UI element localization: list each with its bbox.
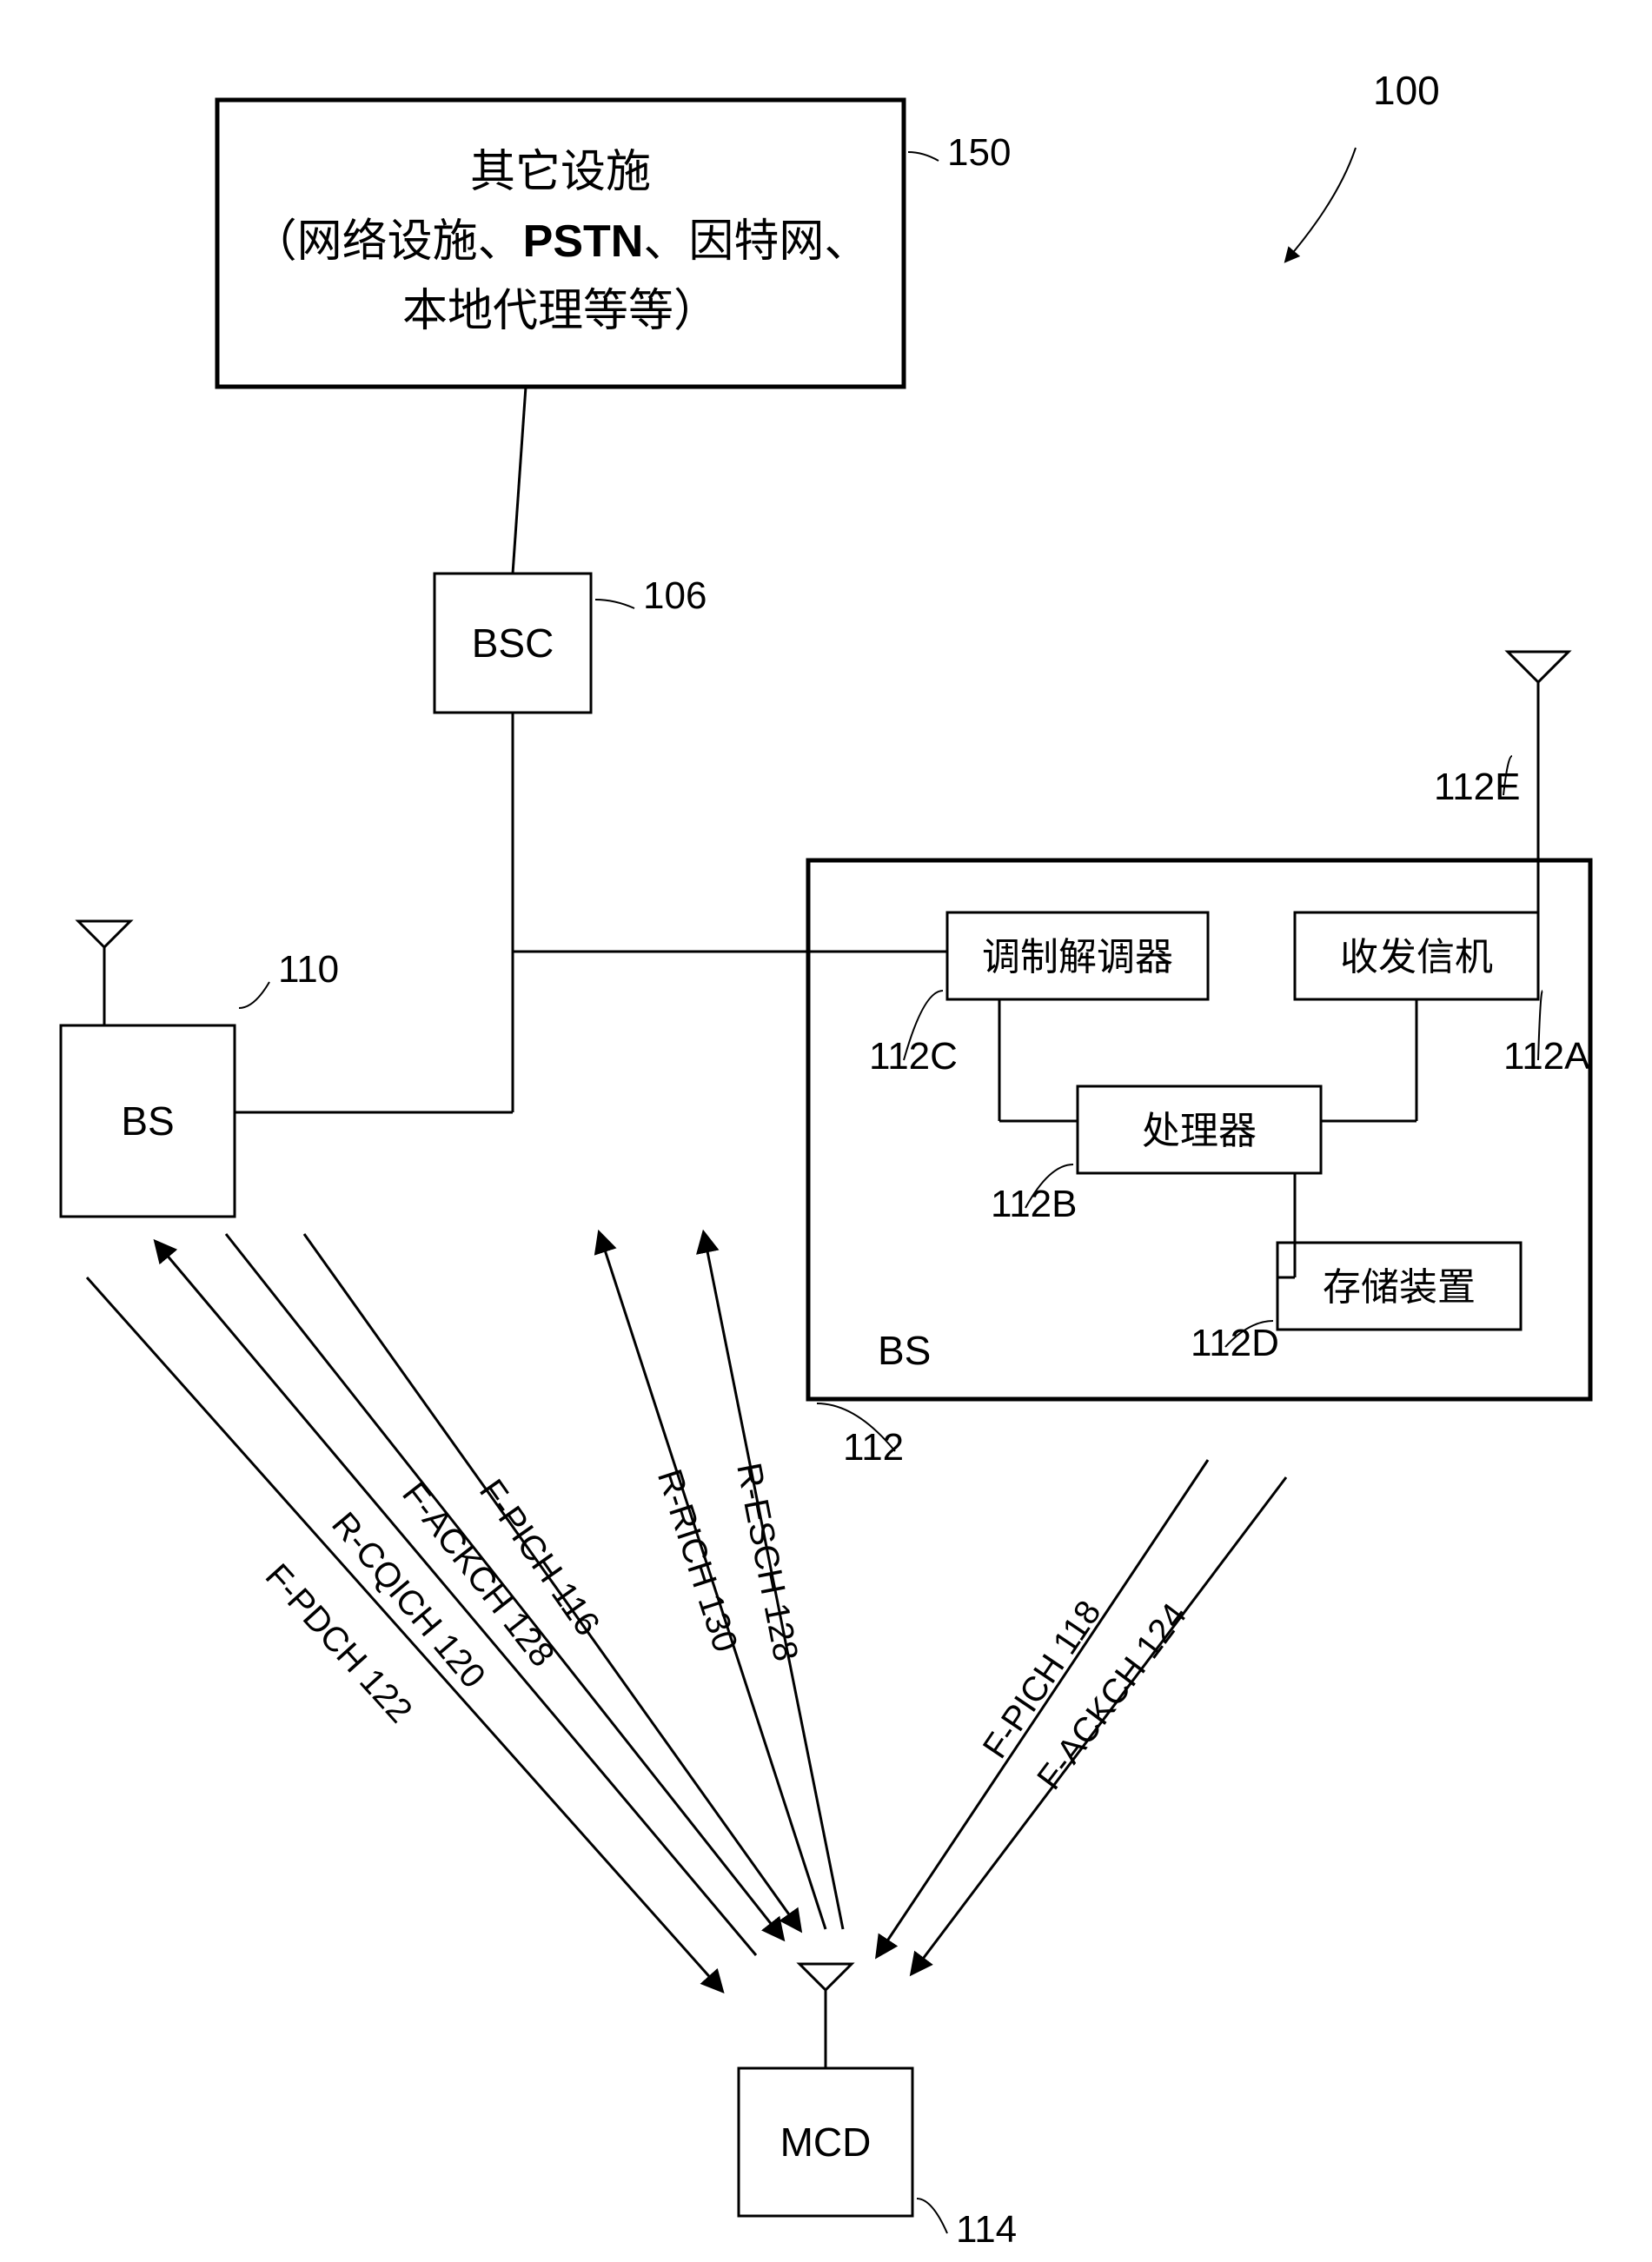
facilities-ref: 150 — [947, 131, 1011, 174]
bs-right-antenna-ref: 112E — [1434, 766, 1521, 808]
mcd-label: MCD — [780, 2119, 872, 2165]
channel-arrow — [156, 1243, 756, 1955]
storage-label: 存储装置 — [1323, 1266, 1476, 1309]
modem-ref: 112C — [869, 1035, 958, 1078]
storage-ref: 112D — [1191, 1322, 1279, 1364]
bs-left-ref: 110 — [278, 948, 339, 991]
bs-left-label: BS — [121, 1098, 174, 1144]
bsc-label: BSC — [472, 620, 554, 666]
transceiver-label: 收发信机 — [1340, 936, 1493, 978]
facilities-line1: 其它设施 — [470, 147, 651, 197]
bsc-ref: 106 — [643, 574, 707, 617]
processor-label: 处理器 — [1142, 1110, 1257, 1152]
channel-label: R-RICH 130 — [650, 1465, 745, 1657]
facilities-line3: 本地代理等等） — [402, 286, 719, 336]
mcd-ref: 114 — [956, 2208, 1017, 2251]
channel-arrow — [87, 1277, 721, 1990]
facilities-line2: （网络设施、PSTN、因特网、 — [252, 216, 870, 267]
modem-label: 调制解调器 — [982, 936, 1173, 978]
transceiver-ref: 112A — [1503, 1035, 1590, 1078]
bs-right-label: BS — [878, 1328, 931, 1373]
bs-right-ref: 112 — [843, 1426, 904, 1469]
figure-ref: 100 — [1373, 68, 1440, 113]
processor-ref: 112B — [991, 1183, 1078, 1225]
